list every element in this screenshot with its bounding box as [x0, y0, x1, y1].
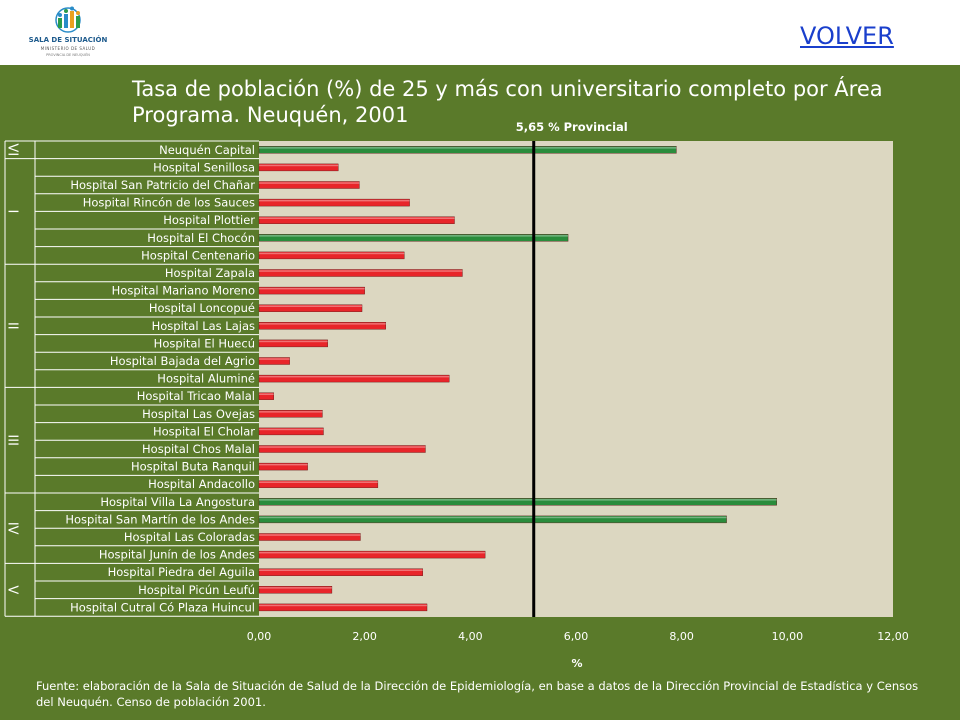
category-label: Hospital Piedra del Aguila	[108, 565, 255, 579]
logo-title: SALA DE SITUACIÓN	[28, 36, 108, 44]
bar	[258, 357, 290, 365]
bar	[258, 304, 363, 312]
bar	[258, 198, 410, 207]
bar	[258, 163, 339, 172]
header-bar: SALA DE SITUACIÓN MINISTERIO DE SALUD PR…	[0, 0, 960, 65]
category-label: Hospital El Cholar	[153, 424, 255, 438]
category-label: Hospital Mariano Moreno	[112, 284, 255, 298]
category-label: Hospital Junín de los Andes	[99, 548, 255, 562]
bar	[258, 445, 426, 453]
bar	[258, 234, 569, 242]
bar	[258, 251, 405, 260]
category-label: Neuquén Capital	[159, 143, 255, 157]
category-label: Hospital San Martín de los Andes	[65, 512, 255, 526]
category-label: Hospital Loncopué	[149, 301, 255, 315]
bar	[258, 480, 379, 488]
category-label: Hospital Senillosa	[153, 160, 255, 174]
bars-group	[258, 146, 777, 612]
logo-subtitle-secondary: PROVINCIA DE NEUQUÉN	[46, 53, 90, 57]
x-tick-label: 8,00	[669, 630, 694, 643]
category-label: Hospital Zapala	[165, 266, 255, 280]
category-label: Hospital Las Coloradas	[124, 530, 255, 544]
category-label: Hospital Cutral Có Plaza Huincul	[70, 600, 255, 614]
x-tick-label: 4,00	[458, 630, 483, 643]
group-label: VI	[5, 143, 20, 156]
category-label: Hospital Aluminé	[157, 372, 255, 386]
source-note: Fuente: elaboración de la Sala de Situac…	[36, 679, 919, 709]
logo-subtitle: MINISTERIO DE SALUD	[40, 46, 96, 51]
bar	[258, 146, 677, 154]
provincial-reference-label: 5,65 % Provincial	[516, 120, 628, 134]
category-label: Hospital Rincón de los Sauces	[83, 196, 255, 210]
category-label: Hospital Plottier	[163, 213, 255, 227]
bar	[258, 374, 450, 383]
x-tick-label: 10,00	[772, 630, 804, 643]
bar	[258, 550, 486, 559]
x-tick-label: 2,00	[352, 630, 377, 643]
x-tick-label: 6,00	[564, 630, 589, 643]
bar	[258, 410, 323, 418]
category-label: Hospital El Chocón	[147, 231, 255, 245]
bar	[258, 181, 360, 189]
bar	[258, 216, 455, 224]
group-label: I	[5, 209, 20, 213]
group-label: V	[5, 585, 20, 594]
x-tick-label: 0,00	[247, 630, 272, 643]
category-label: Hospital Las Ovejas	[142, 407, 255, 421]
bar	[258, 427, 324, 436]
bar	[258, 339, 328, 348]
bar	[258, 586, 333, 594]
bar	[258, 462, 308, 471]
logo-emblem-icon	[55, 6, 81, 33]
category-label: Hospital Andacollo	[148, 477, 255, 491]
category-label: Hospital San Patricio del Chañar	[70, 178, 255, 192]
bar	[258, 269, 463, 277]
category-label: Hospital Centenario	[141, 248, 255, 262]
group-label: III	[5, 434, 20, 446]
category-label: Hospital Chos Malal	[142, 442, 255, 456]
category-label: Hospital Las Lajas	[152, 319, 255, 333]
x-tick-label: 12,00	[877, 630, 909, 643]
group-label: IV	[5, 522, 20, 535]
bar	[258, 498, 777, 506]
chart-title: Tasa de población (%) de 25 y más con un…	[132, 77, 883, 127]
volver-link[interactable]: VOLVER	[800, 22, 894, 50]
x-axis-ticks: 0,00 2,00 4,00 6,00 8,00 10,00 12,00	[247, 630, 909, 643]
bar	[258, 603, 428, 612]
category-label: Hospital El Huecú	[154, 336, 255, 350]
x-axis-label: %	[571, 657, 582, 670]
bar	[258, 286, 365, 295]
bar	[258, 533, 361, 541]
group-label: II	[5, 322, 20, 330]
category-label: Hospital Tricao Malal	[137, 389, 255, 403]
bar	[258, 568, 423, 576]
category-label: Hospital Picún Leufú	[138, 583, 255, 597]
sala-de-situacion-logo: SALA DE SITUACIÓN MINISTERIO DE SALUD PR…	[22, 6, 114, 62]
bar	[258, 515, 727, 524]
category-label: Hospital Buta Ranquil	[131, 460, 255, 474]
bar	[258, 392, 274, 400]
category-label: Hospital Villa La Angostura	[100, 495, 255, 509]
category-label: Hospital Bajada del Agrio	[110, 354, 255, 368]
bar	[258, 322, 387, 330]
category-labels-panel: Neuquén Capital Hospital Senillosa Hospita…	[4, 140, 259, 617]
